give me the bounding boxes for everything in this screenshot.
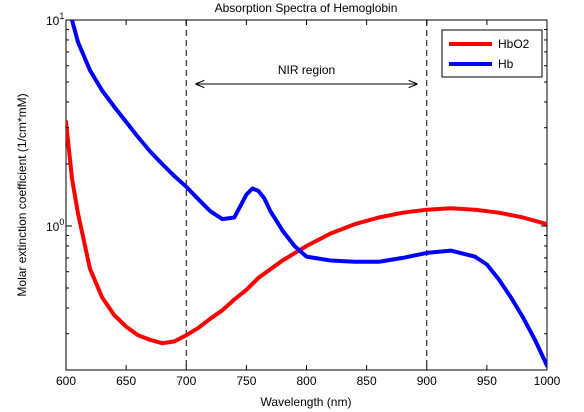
legend-box: [441, 29, 543, 78]
x-tick-label: 700: [176, 374, 196, 388]
x-tick-label: 1000: [534, 374, 561, 388]
y-tick-base: 10: [46, 220, 60, 234]
x-tick-label: 950: [477, 374, 497, 388]
x-tick-label: 850: [357, 374, 377, 388]
plot-area: [65, 19, 548, 371]
legend: HbO2 Hb: [441, 29, 543, 78]
y-tick-exponent: 0: [59, 217, 64, 227]
x-axis-label: Wavelength (nm): [261, 395, 352, 409]
y-tick-exponent: 1: [59, 11, 64, 21]
x-tick-label: 750: [236, 374, 256, 388]
legend-label-hb: Hb: [498, 57, 514, 71]
legend-label-hbo2: HbO2: [498, 37, 530, 51]
x-axis: 600 650 700 750 800 850 900 950 1000: [56, 20, 561, 388]
x-tick-label: 800: [296, 374, 316, 388]
y-tick-label: 101: [46, 11, 64, 28]
series-line-hb: [70, 20, 547, 368]
y-tick-label: 100: [46, 217, 64, 234]
x-tick-label: 650: [116, 374, 136, 388]
vlines-layer: [185, 20, 428, 370]
x-tick-label: 900: [417, 374, 437, 388]
chart-title: Absorption Spectra of Hemoglobin: [215, 1, 398, 15]
annotation-layer: NIR region: [196, 63, 417, 84]
y-tick-base: 10: [46, 14, 60, 28]
series-layer: [66, 20, 547, 368]
y-axis-label: Molar extinction coefficient (1/cm*mM): [15, 93, 29, 296]
x-tick-label: 600: [56, 374, 76, 388]
series-line-hbo2: [66, 119, 547, 346]
nir-region-label: NIR region: [278, 63, 335, 77]
